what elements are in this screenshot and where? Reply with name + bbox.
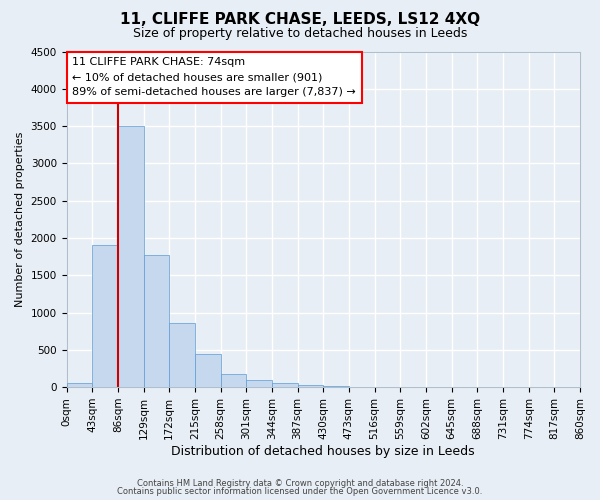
X-axis label: Distribution of detached houses by size in Leeds: Distribution of detached houses by size … xyxy=(172,444,475,458)
Bar xyxy=(298,385,323,387)
Bar xyxy=(323,386,349,387)
Text: Contains HM Land Registry data © Crown copyright and database right 2024.: Contains HM Land Registry data © Crown c… xyxy=(137,478,463,488)
Text: 11 CLIFFE PARK CHASE: 74sqm
← 10% of detached houses are smaller (901)
89% of se: 11 CLIFFE PARK CHASE: 74sqm ← 10% of det… xyxy=(73,58,356,97)
Bar xyxy=(92,246,118,387)
Bar xyxy=(272,383,298,387)
Text: Contains public sector information licensed under the Open Government Licence v3: Contains public sector information licen… xyxy=(118,487,482,496)
Bar xyxy=(221,374,246,387)
Text: Size of property relative to detached houses in Leeds: Size of property relative to detached ho… xyxy=(133,28,467,40)
Bar xyxy=(143,255,169,387)
Bar xyxy=(195,354,221,387)
Bar xyxy=(169,323,195,387)
Bar xyxy=(246,380,272,387)
Bar xyxy=(67,384,92,387)
Text: 11, CLIFFE PARK CHASE, LEEDS, LS12 4XQ: 11, CLIFFE PARK CHASE, LEEDS, LS12 4XQ xyxy=(120,12,480,28)
Bar xyxy=(118,126,143,387)
Y-axis label: Number of detached properties: Number of detached properties xyxy=(15,132,25,307)
